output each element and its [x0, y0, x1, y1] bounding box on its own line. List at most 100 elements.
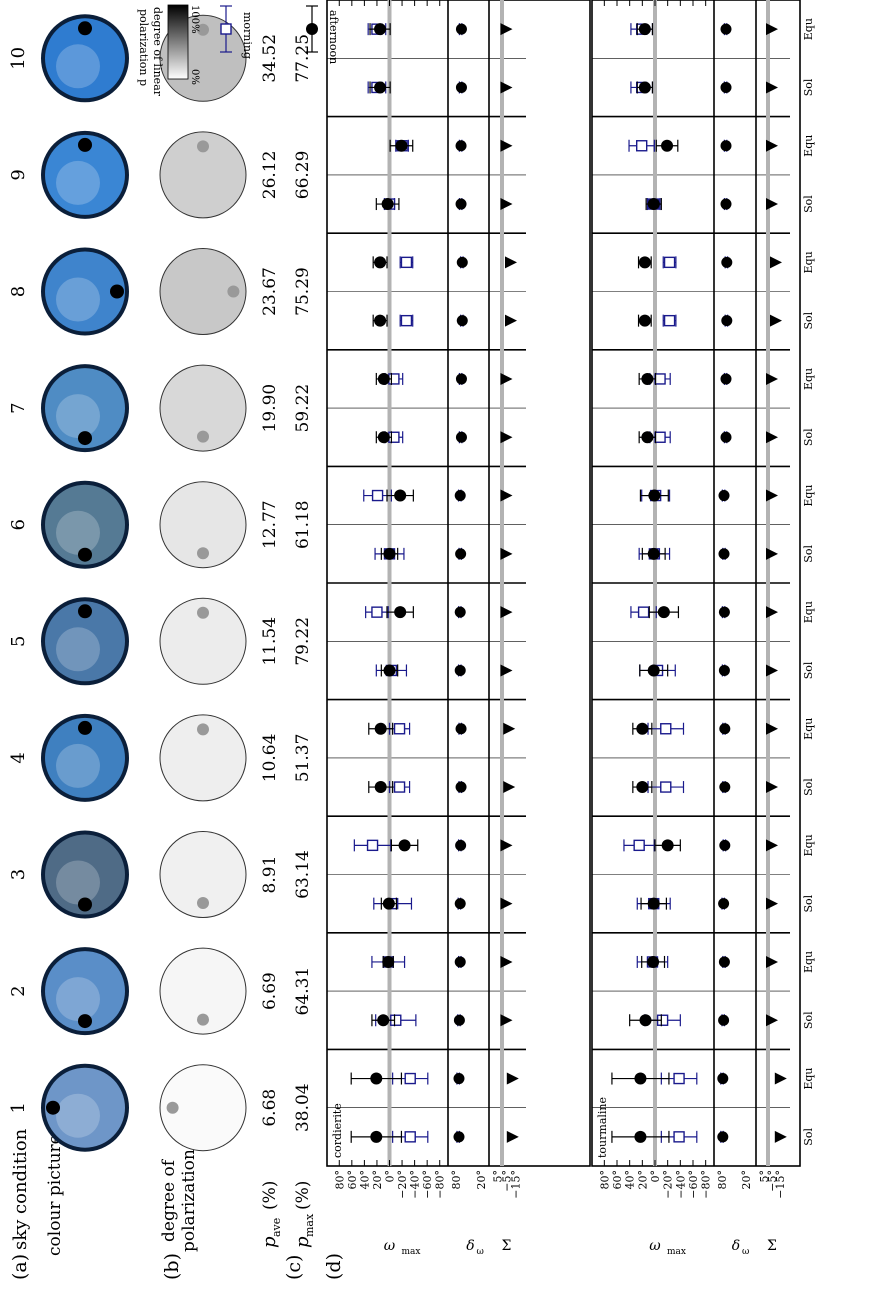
x-tick-label: Equ [802, 718, 815, 740]
delta-point [455, 839, 467, 852]
sky-colour-picture [41, 364, 129, 453]
delta-point [720, 23, 732, 36]
legend-afternoon: afternoon [306, 5, 340, 64]
p-max-value: 38.04 [293, 1083, 313, 1132]
afternoon-point [389, 139, 414, 152]
dop-scale-bar: 100% 0% degree of linear polarization p [137, 4, 200, 97]
scale-label-2: polarization p [137, 9, 150, 86]
delta-point [718, 547, 730, 560]
omega-tick-label: −60° [421, 1170, 434, 1199]
morning-point [365, 606, 389, 619]
morning-point [353, 839, 392, 852]
afternoon-point [350, 1130, 403, 1143]
delta-point [718, 489, 730, 502]
sky-number: 7 [8, 402, 29, 413]
delta-point [719, 781, 731, 794]
sigma-point [500, 1014, 513, 1027]
omega-tick-label: 0° [384, 1170, 397, 1183]
sky-colour-picture [41, 1063, 129, 1152]
sigma-point [506, 1072, 519, 1085]
afternoon-point [372, 256, 388, 269]
sky-polarization-picture [159, 597, 247, 685]
afternoon-point [375, 198, 400, 211]
legend-morning: morning [220, 5, 254, 59]
afternoon-point [380, 664, 399, 677]
p-max-label: p max (%) [292, 1181, 316, 1248]
svg-text:Σ: Σ [502, 1238, 512, 1254]
afternoon-point [375, 431, 392, 444]
delta-point [717, 1072, 729, 1085]
afternoon-point [371, 1014, 396, 1027]
sigma-point [500, 897, 513, 910]
sky-colour-picture [41, 480, 129, 569]
p-ave-value: 8.91 [260, 856, 280, 894]
p-max-value: 61.18 [293, 500, 313, 549]
delta-tick-label: 20° [740, 1170, 753, 1190]
sky-colour-picture [41, 130, 129, 219]
afternoon-point [637, 256, 652, 269]
omega-axis-label: ω max [384, 1238, 421, 1257]
afternoon-point [611, 1072, 670, 1085]
omega-tick-label: 60° [346, 1170, 359, 1190]
p-max-value: 59.22 [293, 384, 313, 433]
sigma-tick-label: −15° [774, 1170, 787, 1199]
omega-tick-label: −80° [700, 1170, 713, 1199]
scale-bottom-label: 0% [189, 69, 200, 85]
sky-condition-label: sky condition [10, 1128, 31, 1250]
legend-afternoon-label: afternoon [327, 10, 340, 64]
delta-point [455, 81, 467, 94]
afternoon-point [636, 81, 654, 94]
sigma-point [500, 372, 513, 385]
legend: afternoon morning [220, 5, 340, 64]
sky-polarization-picture [159, 248, 247, 335]
sky-colour-picture [41, 597, 129, 686]
sigma-tick-label: −15° [510, 1170, 523, 1199]
omega-tick-label: 20° [636, 1170, 649, 1190]
omega-tick-label: −40° [674, 1170, 687, 1199]
delta-point [456, 256, 468, 269]
svg-text:ave: ave [270, 1218, 283, 1237]
omega-tick-label: −60° [687, 1170, 700, 1199]
sigma-axis-label: Σ [767, 1238, 777, 1254]
sigma-point [774, 1130, 787, 1143]
delta-point [455, 372, 467, 385]
svg-text:p: p [292, 1236, 313, 1248]
afternoon-point [638, 431, 657, 444]
sky-colour-picture [41, 713, 129, 802]
delta-point [719, 839, 731, 852]
delta-point [721, 256, 733, 269]
afternoon-point [645, 198, 662, 211]
afternoon-point [380, 897, 398, 910]
sigma-point [774, 1072, 787, 1085]
delta-point [720, 198, 732, 211]
sigma-point [503, 781, 516, 794]
sigma-point [770, 314, 782, 327]
p-max-value: 66.29 [293, 151, 313, 200]
delta-point [456, 314, 468, 327]
delta-point [453, 1072, 465, 1085]
sigma-point [766, 955, 778, 968]
afternoon-point [368, 722, 394, 735]
delta-point [720, 81, 732, 94]
x-tick-label: Sol [802, 545, 815, 563]
delta-point [455, 781, 467, 794]
sky-number: 9 [8, 169, 29, 180]
afternoon-point [382, 955, 395, 968]
afternoon-point [369, 23, 391, 36]
panel-label-b: (b) [161, 1253, 183, 1280]
x-tick-label: Equ [802, 135, 815, 157]
morning-point [623, 839, 655, 852]
sky-columns: 1 6.68 38.04 2 6.69 64.31 3 8.91 63.14 4 10.64 51.3… [8, 14, 313, 1152]
sigma-point [505, 314, 517, 327]
p-ave-value: 34.52 [260, 34, 280, 83]
delta-point [453, 1014, 465, 1027]
sigma-point [766, 23, 778, 36]
p-ave-value: 6.68 [260, 1089, 280, 1127]
morning-point [399, 256, 414, 269]
omega-tick-label: −20° [662, 1170, 675, 1199]
p-ave-value: 19.90 [260, 384, 280, 433]
delta-point [454, 897, 466, 910]
sigma-point [766, 81, 778, 94]
sigma-tick-label: 5° [758, 1170, 771, 1183]
